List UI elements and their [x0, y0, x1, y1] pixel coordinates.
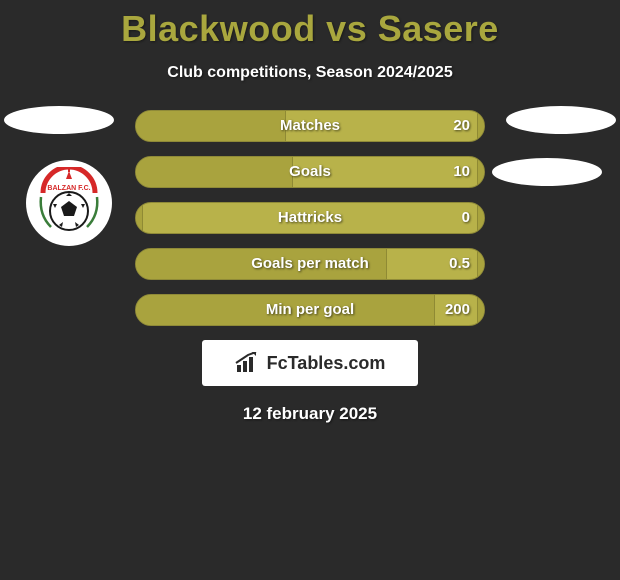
- stat-label: Goals per match: [136, 249, 484, 279]
- stat-scale: 0: [462, 203, 470, 233]
- stat-row: Hattricks0: [135, 202, 485, 234]
- infographic-container: Blackwood vs Sasere Club competitions, S…: [0, 0, 620, 424]
- stat-row: Goals per match0.5: [135, 248, 485, 280]
- stat-label: Goals: [136, 157, 484, 187]
- subtitle: Club competitions, Season 2024/2025: [0, 64, 620, 82]
- club-badge-svg: BALZAN F.C.: [33, 167, 105, 239]
- stat-scale: 10: [453, 157, 470, 187]
- stat-label: Matches: [136, 111, 484, 141]
- player-ellipse-right-2: [492, 158, 602, 186]
- player-ellipse-left: [4, 106, 114, 134]
- branding-box[interactable]: FcTables.com: [202, 340, 418, 386]
- stat-row: Min per goal200: [135, 294, 485, 326]
- stats-list: Matches20 Goals10 Hattricks0 Goals per matc…: [135, 110, 485, 326]
- stat-scale: 0.5: [449, 249, 470, 279]
- stat-row: Matches20: [135, 110, 485, 142]
- svg-text:BALZAN F.C.: BALZAN F.C.: [47, 185, 90, 192]
- stat-scale: 20: [453, 111, 470, 141]
- club-badge: BALZAN F.C.: [26, 160, 112, 246]
- player-ellipse-right-1: [506, 106, 616, 134]
- stat-label: Hattricks: [136, 203, 484, 233]
- chart-icon: [235, 352, 261, 374]
- stat-label: Min per goal: [136, 295, 484, 325]
- branding-text: FcTables.com: [267, 353, 386, 374]
- date-text: 12 february 2025: [0, 404, 620, 424]
- stat-scale: 200: [445, 295, 470, 325]
- page-title: Blackwood vs Sasere: [0, 0, 620, 50]
- stat-row: Goals10: [135, 156, 485, 188]
- stats-content: BALZAN F.C. Matches20 Goals10 Hattricks0 Go…: [0, 110, 620, 424]
